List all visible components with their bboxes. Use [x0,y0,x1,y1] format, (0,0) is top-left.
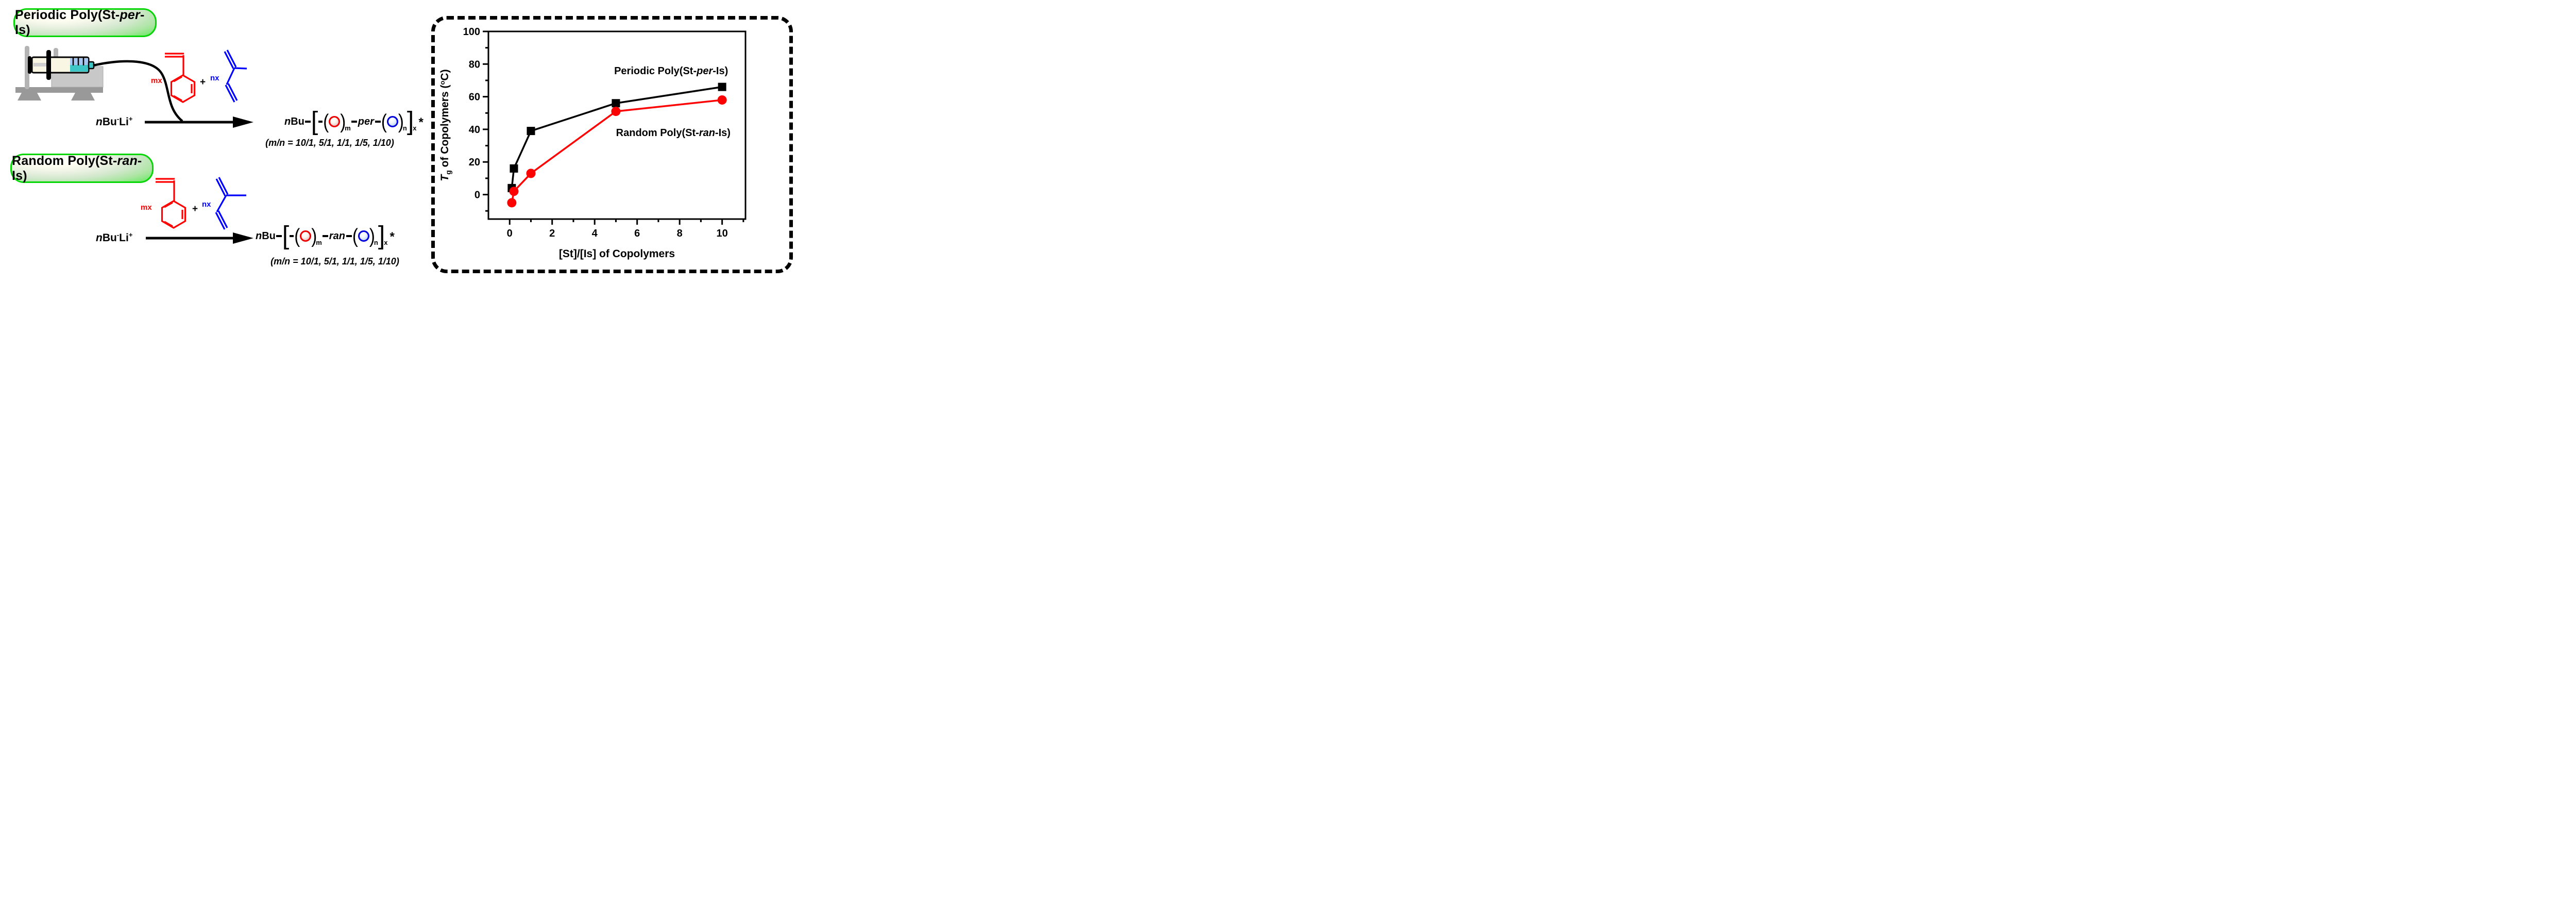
y-tick-label: 20 [469,157,480,168]
linkage-ran: ran [329,230,345,242]
bond-line [276,235,282,237]
living-chain-end-star: * [389,230,395,244]
pump-foot-left [18,93,41,101]
monomer-count-is-periodic: nx [210,74,219,82]
monomer-count-st-random: mx [141,203,152,212]
data-point-circle [717,95,727,105]
x-axis-title: [St]/[Is] of Copolymers [559,248,675,260]
syringe-pump-icon [15,46,104,101]
data-point-square [718,82,726,91]
reaction-arrow-periodic [145,116,253,128]
open-paren: ( [323,110,329,133]
product-prefix: nBu [284,115,304,127]
styrene-structure-periodic [165,53,196,103]
bond-line [351,121,357,123]
subscript-n: n [374,238,378,246]
product-prefix: nBu [256,230,276,242]
subscript-x: x [413,124,417,132]
data-point-square [527,127,535,136]
pump-tube [93,60,183,122]
y-tick-label: 40 [469,124,480,136]
open-paren: ( [381,110,387,133]
bond-line [375,121,381,123]
close-paren: ) [311,224,317,247]
legend-label: Periodic Poly(St-per-Is) [614,65,728,77]
styrene-structure-random [156,178,187,229]
bond-line [290,235,294,237]
random-scheme-label-text: Random Poly(St-ran-Is) [12,153,142,183]
bond-line [346,235,352,237]
periodic-scheme-label-text: Periodic Poly(St-per-Is) [15,8,145,37]
close-paren: ) [340,110,346,133]
y-tick-label: 80 [469,59,480,70]
bond-line [318,121,323,123]
data-point-square [612,99,620,108]
random-product-formula: nBu [ ( ) m ran ( ) n ] x * [256,223,395,249]
data-point-circle [526,169,536,178]
tg-chart-frame: 0 2 4 6 8 10 0 20 40 60 80 100 [St]/[Is] of Copolyme… [431,16,793,273]
y-tick-label: 60 [469,92,480,103]
data-point-circle [509,187,519,196]
subscript-m: m [316,238,322,246]
pump-foot-right [71,93,95,101]
bond-line [304,121,311,123]
styrene-unit-ball [329,116,341,127]
x-tick-label: 6 [634,228,640,239]
isoprene-unit-ball [386,116,398,127]
x-tick-label: 2 [549,228,555,239]
initiator-periodic: nBu-Li+ [96,115,133,128]
open-paren: ( [294,224,300,247]
bond-line [322,235,328,237]
periodic-product-formula: nBu [ ( ) m per ( ) n ] x * [284,108,423,135]
initiator-random: nBu-Li+ [96,231,133,244]
living-chain-end-star: * [418,115,423,129]
data-point-square [510,164,518,173]
close-paren: ) [398,110,404,133]
open-bracket: [ [311,107,318,136]
ratio-note-random: (m/n = 10/1, 5/1, 1/1, 1/5, 1/10) [270,256,399,266]
close-bracket: ] [406,107,414,136]
x-tick-label: 0 [507,228,513,239]
plus-sign-random: + [192,204,198,214]
plus-sign-periodic: + [200,77,206,88]
subscript-n: n [402,124,407,132]
x-tick-label: 4 [592,228,598,239]
figure-canvas: Periodic Poly(St-per-Is) mx + nx nBu-Li+… [0,0,799,275]
data-point-circle [507,198,517,208]
x-tick-label: 8 [677,228,683,239]
ratio-note-periodic: (m/n = 10/1, 5/1, 1/1, 1/5, 1/10) [265,138,394,148]
scheme-graphics [15,46,253,244]
periodic-scheme-label: Periodic Poly(St-per-Is) [13,8,157,37]
reaction-arrow-random [146,232,253,244]
y-tick-label: 100 [463,26,480,38]
isoprene-unit-ball [358,230,369,242]
open-paren: ( [352,224,358,247]
subscript-m: m [345,124,351,132]
plot-box [487,30,747,220]
styrene-unit-ball [300,230,312,242]
isoprene-structure-random [215,177,246,230]
x-tick-label: 10 [717,228,728,239]
close-paren: ) [369,224,375,247]
y-axis-title: Tg of Copolymers (oC) [438,69,452,181]
y-tick-label: 0 [474,190,480,201]
legend-label: Random Poly(St-ran-Is) [616,127,731,139]
data-point-circle [611,107,621,116]
close-bracket: ] [378,221,385,251]
isoprene-structure-periodic [224,49,247,103]
open-bracket: [ [282,221,290,251]
monomer-count-is-random: nx [202,200,211,209]
random-scheme-label: Random Poly(St-ran-Is) [10,154,154,183]
subscript-x: x [384,238,388,246]
linkage-per: per [358,115,374,127]
monomer-count-st-periodic: mx [151,76,162,85]
